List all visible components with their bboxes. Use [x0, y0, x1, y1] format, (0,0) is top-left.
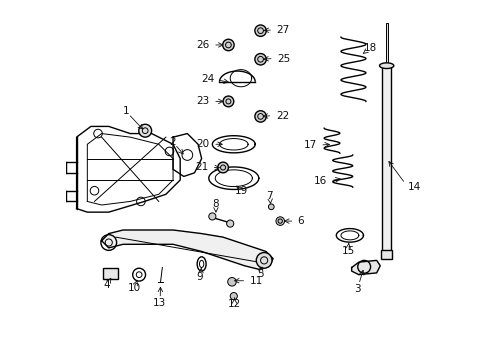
Circle shape — [208, 213, 216, 220]
Text: 19: 19 — [235, 186, 248, 197]
Text: 1: 1 — [122, 107, 129, 116]
Circle shape — [227, 278, 236, 286]
Text: 2: 2 — [169, 137, 175, 147]
Polygon shape — [351, 260, 380, 275]
Circle shape — [230, 293, 237, 300]
Circle shape — [217, 162, 228, 173]
Bar — [381, 66, 390, 251]
Text: 18: 18 — [363, 43, 376, 53]
Text: 27: 27 — [276, 25, 289, 35]
Text: 4: 4 — [103, 280, 110, 291]
Text: 12: 12 — [227, 299, 241, 309]
Circle shape — [139, 124, 151, 137]
Text: 17: 17 — [303, 140, 316, 150]
Text: 9: 9 — [196, 272, 203, 282]
Circle shape — [256, 252, 271, 268]
Text: 26: 26 — [196, 40, 209, 50]
Text: 21: 21 — [194, 162, 207, 172]
Circle shape — [254, 54, 266, 65]
Text: 13: 13 — [153, 298, 166, 308]
Text: 22: 22 — [275, 111, 288, 121]
Text: 6: 6 — [297, 216, 304, 226]
Text: 10: 10 — [128, 283, 141, 293]
Circle shape — [222, 39, 234, 51]
Ellipse shape — [379, 63, 393, 68]
Circle shape — [223, 96, 233, 107]
Text: 3: 3 — [353, 284, 360, 294]
Text: 16: 16 — [313, 176, 326, 186]
Text: 7: 7 — [266, 191, 273, 201]
Text: 14: 14 — [407, 182, 420, 192]
Text: 15: 15 — [341, 246, 354, 256]
Text: 24: 24 — [201, 74, 214, 84]
Text: 20: 20 — [196, 139, 209, 149]
Text: 5: 5 — [257, 269, 264, 279]
Bar — [385, 23, 387, 66]
FancyBboxPatch shape — [102, 267, 118, 279]
Circle shape — [268, 204, 274, 210]
Text: 25: 25 — [277, 54, 290, 64]
Polygon shape — [102, 230, 272, 269]
Circle shape — [254, 111, 266, 122]
Circle shape — [226, 220, 233, 227]
Circle shape — [254, 25, 266, 36]
Bar — [380, 249, 391, 258]
Text: 8: 8 — [212, 199, 219, 209]
Text: 11: 11 — [249, 276, 263, 286]
Text: 23: 23 — [196, 96, 209, 107]
Circle shape — [275, 217, 284, 225]
